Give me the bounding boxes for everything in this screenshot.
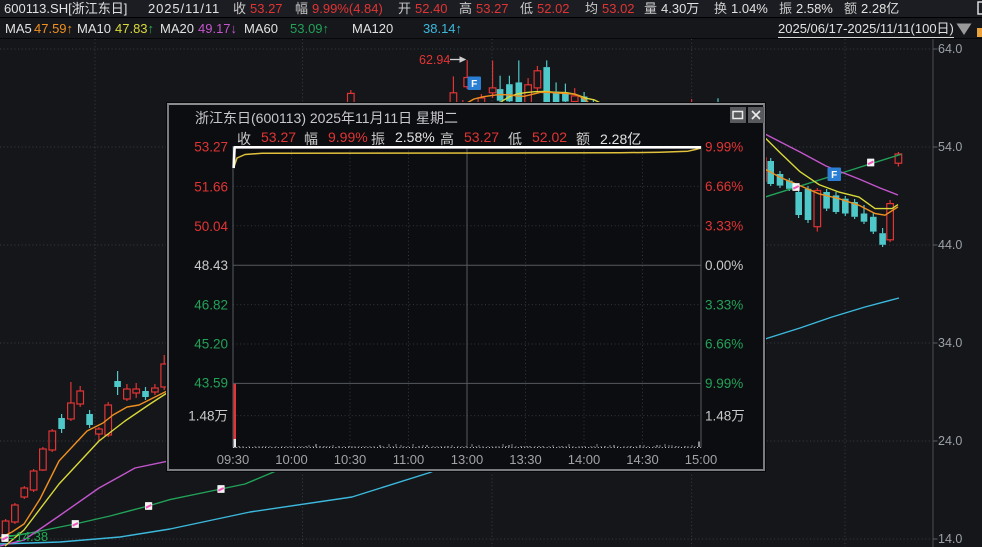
svg-text:9.99%: 9.99%	[705, 376, 743, 391]
svg-text:34.0: 34.0	[938, 336, 962, 350]
svg-text:1.48万: 1.48万	[705, 408, 745, 423]
svg-text:F: F	[831, 170, 837, 181]
svg-text:9.99%: 9.99%	[705, 140, 743, 155]
svg-text:6.66%: 6.66%	[705, 179, 743, 194]
svg-text:53.27: 53.27	[194, 140, 228, 155]
svg-text:13:00: 13:00	[451, 452, 484, 467]
svg-text:3.33%: 3.33%	[705, 297, 743, 312]
svg-text:45.20: 45.20	[194, 336, 228, 351]
svg-text:14:00: 14:00	[568, 452, 601, 467]
svg-text:46.82: 46.82	[194, 297, 228, 312]
svg-text:3.33%: 3.33%	[705, 219, 743, 234]
svg-text:64.0: 64.0	[938, 42, 962, 56]
svg-text:=14.38: =14.38	[8, 529, 48, 544]
svg-text:15:00: 15:00	[685, 452, 718, 467]
svg-text:62.94: 62.94	[419, 53, 450, 67]
svg-text:14.0: 14.0	[938, 532, 962, 546]
svg-text:09:30: 09:30	[217, 452, 250, 467]
svg-text:48.43: 48.43	[194, 258, 228, 273]
svg-text:11:00: 11:00	[393, 452, 425, 467]
svg-text:14:30: 14:30	[626, 452, 659, 467]
svg-text:1.48万: 1.48万	[188, 408, 228, 423]
svg-text:44.0: 44.0	[938, 238, 962, 252]
svg-text:10:30: 10:30	[334, 452, 367, 467]
svg-text:51.66: 51.66	[194, 179, 228, 194]
svg-text:0.00%: 0.00%	[705, 258, 743, 273]
svg-text:10:00: 10:00	[275, 452, 308, 467]
svg-text:F: F	[471, 79, 477, 90]
svg-text:24.0: 24.0	[938, 434, 962, 448]
svg-text:43.59: 43.59	[194, 375, 228, 390]
svg-text:50.04: 50.04	[194, 219, 228, 234]
svg-text:13:30: 13:30	[509, 452, 542, 467]
svg-text:6.66%: 6.66%	[705, 337, 743, 352]
svg-text:54.0: 54.0	[938, 140, 962, 154]
